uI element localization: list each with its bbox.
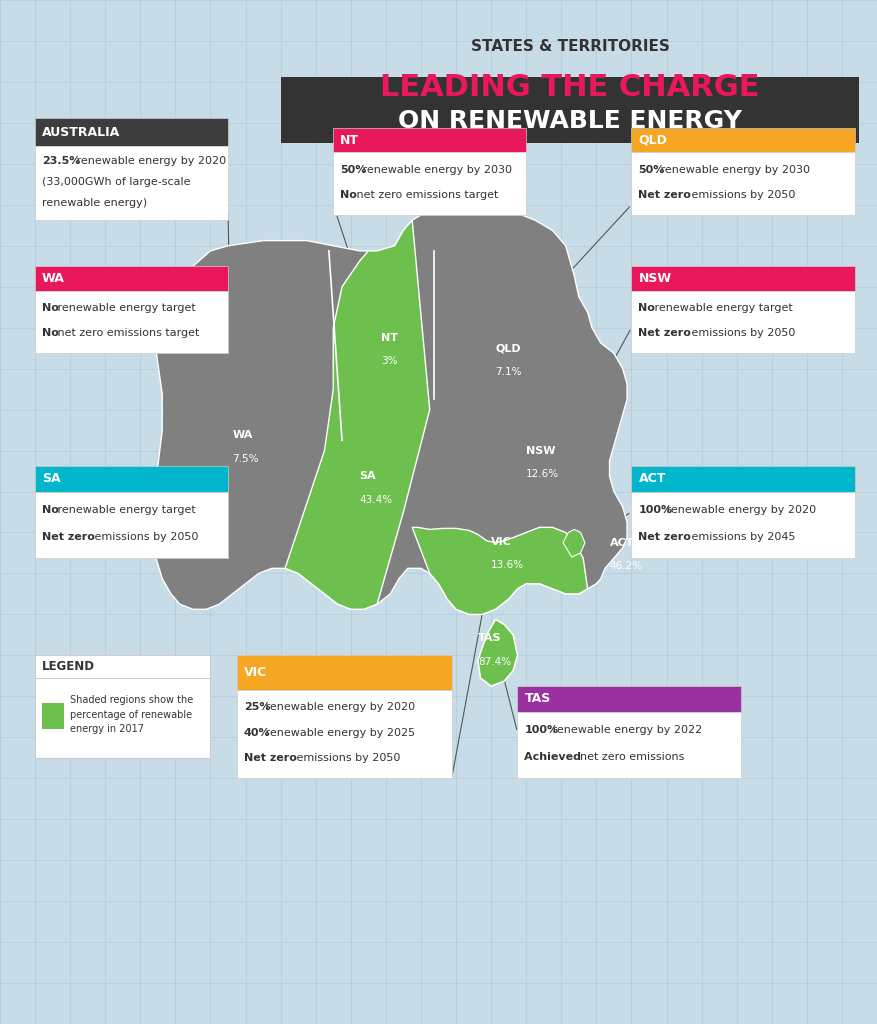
Text: ACT: ACT	[638, 472, 666, 485]
FancyBboxPatch shape	[35, 118, 228, 146]
Text: Shaded regions show the: Shaded regions show the	[70, 695, 194, 706]
Text: No: No	[42, 303, 59, 313]
Text: QLD: QLD	[638, 134, 667, 146]
Text: ACT: ACT	[610, 538, 634, 548]
Text: No: No	[638, 303, 655, 313]
Text: renewable energy by 2030: renewable energy by 2030	[657, 165, 809, 175]
Text: emissions by 2050: emissions by 2050	[688, 329, 795, 338]
Text: NSW: NSW	[638, 272, 672, 285]
FancyBboxPatch shape	[333, 153, 526, 215]
Text: VIC: VIC	[244, 666, 267, 679]
FancyBboxPatch shape	[42, 703, 64, 729]
Text: Net zero: Net zero	[42, 531, 95, 542]
Text: 50%: 50%	[638, 165, 665, 175]
FancyBboxPatch shape	[631, 153, 855, 215]
Text: 100%: 100%	[524, 725, 559, 735]
Text: emissions by 2050: emissions by 2050	[293, 753, 400, 763]
Text: net zero emissions target: net zero emissions target	[54, 329, 200, 338]
Text: NT: NT	[340, 134, 360, 146]
FancyBboxPatch shape	[333, 128, 526, 153]
FancyBboxPatch shape	[237, 690, 452, 778]
Text: 87.4%: 87.4%	[478, 656, 511, 667]
FancyBboxPatch shape	[35, 146, 228, 220]
FancyBboxPatch shape	[35, 291, 228, 353]
Text: VIC: VIC	[491, 537, 512, 547]
Text: TAS: TAS	[524, 692, 551, 706]
Text: Achieved: Achieved	[524, 752, 585, 762]
Text: WA: WA	[42, 272, 65, 285]
Text: 3%: 3%	[381, 356, 398, 367]
Text: renewable energy by 2022: renewable energy by 2022	[549, 725, 702, 735]
Polygon shape	[153, 205, 627, 614]
Text: renewable energy by 2030: renewable energy by 2030	[359, 165, 511, 175]
Text: No: No	[340, 190, 357, 200]
Text: WA: WA	[232, 430, 253, 440]
Text: No: No	[42, 505, 59, 515]
Text: net zero emissions: net zero emissions	[580, 752, 684, 762]
Text: 40%: 40%	[244, 728, 270, 737]
Text: energy in 2017: energy in 2017	[70, 724, 144, 734]
Polygon shape	[478, 620, 517, 686]
FancyBboxPatch shape	[517, 712, 741, 778]
Text: NSW: NSW	[526, 445, 556, 456]
FancyBboxPatch shape	[35, 492, 228, 558]
Text: Net zero: Net zero	[638, 531, 691, 542]
FancyBboxPatch shape	[35, 655, 210, 678]
Text: renewable energy): renewable energy)	[42, 199, 147, 208]
Text: renewable energy by 2020: renewable energy by 2020	[262, 702, 416, 713]
Text: TAS: TAS	[478, 633, 502, 643]
Text: renewable energy by 2020: renewable energy by 2020	[663, 505, 816, 515]
FancyBboxPatch shape	[35, 466, 228, 492]
Text: percentage of renewable: percentage of renewable	[70, 710, 192, 720]
Text: ON RENEWABLE ENERGY: ON RENEWABLE ENERGY	[398, 109, 742, 133]
Text: Net zero: Net zero	[638, 190, 691, 200]
Polygon shape	[478, 620, 517, 686]
Text: emissions by 2045: emissions by 2045	[688, 531, 795, 542]
FancyBboxPatch shape	[631, 266, 855, 291]
Polygon shape	[285, 220, 430, 609]
FancyBboxPatch shape	[631, 128, 855, 153]
Polygon shape	[412, 527, 588, 614]
Text: emissions by 2050: emissions by 2050	[91, 531, 198, 542]
Text: (33,000GWh of large-scale: (33,000GWh of large-scale	[42, 177, 190, 187]
Text: SA: SA	[42, 472, 61, 485]
FancyBboxPatch shape	[35, 655, 210, 758]
FancyBboxPatch shape	[631, 466, 855, 492]
Text: LEGEND: LEGEND	[42, 660, 95, 673]
Text: Net zero: Net zero	[244, 753, 296, 763]
Polygon shape	[563, 529, 585, 557]
Text: SA: SA	[360, 471, 376, 481]
FancyBboxPatch shape	[237, 655, 452, 690]
Text: 50%: 50%	[340, 165, 367, 175]
Text: 25%: 25%	[244, 702, 270, 713]
Text: No: No	[42, 329, 59, 338]
Text: renewable energy by 2020: renewable energy by 2020	[73, 157, 226, 166]
Text: 46.2%: 46.2%	[610, 561, 643, 571]
Text: emissions by 2050: emissions by 2050	[688, 190, 795, 200]
Text: 100%: 100%	[638, 505, 673, 515]
FancyBboxPatch shape	[517, 686, 741, 712]
Text: 13.6%: 13.6%	[491, 560, 524, 570]
Text: LEADING THE CHARGE: LEADING THE CHARGE	[381, 73, 759, 101]
Text: 23.5%: 23.5%	[42, 157, 81, 166]
Text: AUSTRALIA: AUSTRALIA	[42, 126, 120, 138]
Text: renewable energy by 2025: renewable energy by 2025	[262, 728, 416, 737]
Text: renewable energy target: renewable energy target	[54, 303, 196, 313]
Text: Net zero: Net zero	[638, 329, 691, 338]
FancyBboxPatch shape	[631, 291, 855, 353]
FancyBboxPatch shape	[35, 266, 228, 291]
Text: renewable energy target: renewable energy target	[651, 303, 793, 313]
Text: renewable energy target: renewable energy target	[54, 505, 196, 515]
Text: 43.4%: 43.4%	[360, 495, 393, 505]
Text: 12.6%: 12.6%	[526, 469, 560, 479]
Text: NT: NT	[381, 333, 398, 343]
Text: 7.5%: 7.5%	[232, 454, 259, 464]
Text: net zero emissions target: net zero emissions target	[353, 190, 498, 200]
Text: QLD: QLD	[496, 343, 521, 353]
Text: 7.1%: 7.1%	[496, 367, 522, 377]
Text: STATES & TERRITORIES: STATES & TERRITORIES	[471, 39, 669, 53]
FancyBboxPatch shape	[281, 77, 859, 143]
FancyBboxPatch shape	[631, 492, 855, 558]
